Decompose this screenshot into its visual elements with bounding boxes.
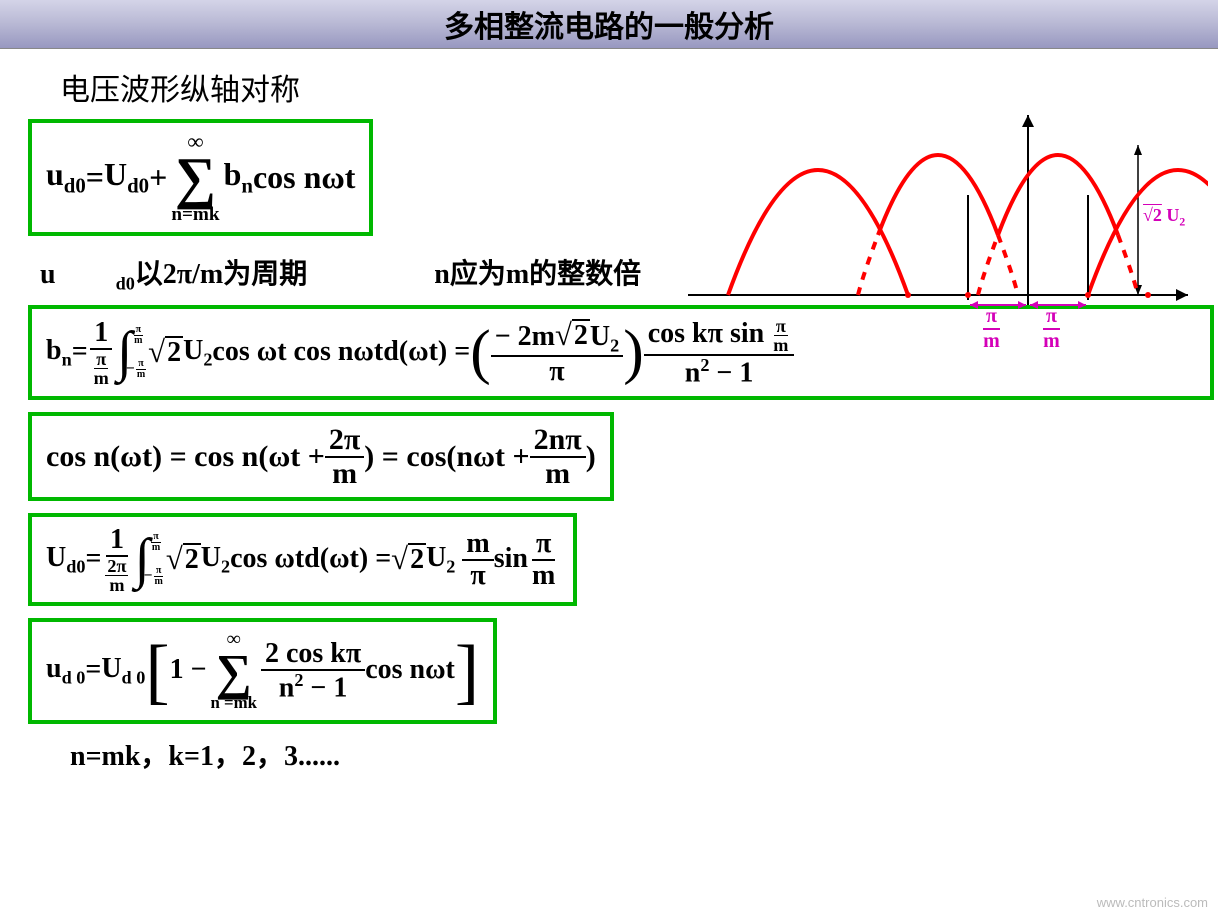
dot-3 bbox=[1085, 292, 1091, 298]
f1-eq: = bbox=[86, 160, 104, 195]
formula-box-5: ud 0 = Ud 0 [ 1 − ∞ ∑ n =mk 2 cos kπ n2 … bbox=[28, 618, 497, 724]
f4-lhs: Ud0 bbox=[46, 543, 85, 577]
f1-tail: cos nωt bbox=[253, 160, 356, 195]
dot-4 bbox=[1145, 292, 1151, 298]
f2-lhs: bn bbox=[46, 336, 72, 370]
f5-eq: = bbox=[85, 655, 101, 686]
waveform-graph: √2 U2 π m π m bbox=[678, 105, 1208, 345]
integral-icon: ∫ πm −πm bbox=[117, 327, 132, 378]
sqrt-icon-3: √2 bbox=[391, 543, 426, 577]
y-arrow-icon bbox=[1022, 115, 1034, 127]
hump-3-dash-r bbox=[1118, 235, 1138, 295]
formula-box-1: ud0 = Ud0 + ∞ ∑ n=mk bn cos nωt bbox=[28, 119, 373, 236]
sqrt-icon: √2 bbox=[148, 336, 183, 370]
f2-pfrac: − 2m√2U2 π bbox=[491, 319, 624, 387]
hump-4 bbox=[1088, 170, 1208, 295]
f1-bn: bn bbox=[224, 157, 253, 198]
f4-eq: = bbox=[85, 544, 101, 575]
hump-3-solid bbox=[998, 155, 1118, 235]
brace-right-arrow2-icon bbox=[1078, 301, 1086, 309]
f2-frac1: 1 πm bbox=[88, 318, 115, 387]
f3-b: ) = cos(nωt + bbox=[364, 440, 529, 473]
f4-frac1: 1 2πm bbox=[101, 525, 132, 594]
lparen-icon: ( bbox=[470, 328, 491, 377]
f4-frac2: mπ bbox=[462, 529, 493, 590]
f1-lhs: ud0 bbox=[46, 157, 86, 198]
f3-frac1: 2πm bbox=[325, 424, 364, 489]
f4-mid: cos ωtd(ωt) = bbox=[230, 544, 391, 575]
sum-icon-2: ∞ ∑ n =mk bbox=[211, 630, 257, 712]
slide-title: 多相整流电路的一般分析 bbox=[0, 0, 1218, 49]
f5-one: 1 − bbox=[170, 655, 207, 686]
amp-arrow-up-icon bbox=[1134, 145, 1142, 155]
lbracket-icon: [ bbox=[145, 644, 169, 699]
amp-label: √2 U2 bbox=[1143, 205, 1185, 229]
f2-mid: cos ωt cos nωtd(ωt) = bbox=[212, 337, 470, 368]
f4-U: U2 bbox=[201, 543, 230, 577]
rbracket-icon: ] bbox=[455, 644, 479, 699]
brace-right-arrow-icon bbox=[1030, 301, 1038, 309]
f1-plus: + bbox=[149, 160, 167, 195]
formula-box-4: Ud0 = 1 2πm ∫ πm −πm √2 U2 cos ωtd(ωt) =… bbox=[28, 513, 577, 606]
sum-icon: ∞ ∑ n=mk bbox=[171, 131, 219, 224]
pi-m-left: π m bbox=[983, 305, 1000, 353]
sqrt-icon-2: √2 bbox=[166, 543, 201, 577]
f4-sin: sin bbox=[494, 544, 528, 575]
f2-U: U2 bbox=[183, 336, 212, 370]
f5-lhs: ud 0 bbox=[46, 654, 85, 688]
pi-m-right: π m bbox=[1043, 305, 1060, 353]
f4-U2: U2 bbox=[426, 543, 455, 577]
subtitle-text: 电压波形纵轴对称 bbox=[60, 65, 1198, 109]
brace-left-arrow2-icon bbox=[1018, 301, 1026, 309]
formula-box-3: cos n(ωt) = cos n(ωt + 2πm ) = cos(nωt +… bbox=[28, 412, 614, 501]
dot-1 bbox=[905, 292, 911, 298]
f4-frac3: πm bbox=[528, 529, 559, 590]
f3-frac2: 2nπm bbox=[530, 424, 586, 489]
hump-2-dash-r bbox=[998, 235, 1018, 295]
footer-note: n=mk，k=1，2，3...... bbox=[70, 734, 1198, 774]
hump-2-dash-l bbox=[858, 235, 878, 295]
note-2: n应为m的整数倍 bbox=[434, 259, 641, 290]
f3-a: cos n(ωt) = cos n(ωt + bbox=[46, 440, 325, 473]
f3-c: ) bbox=[586, 440, 596, 473]
f2-eq: = bbox=[72, 337, 88, 368]
f5-frac: 2 cos kπ n2 − 1 bbox=[261, 639, 365, 702]
hump-2-solid bbox=[878, 155, 998, 235]
x-arrow-icon bbox=[1176, 289, 1188, 301]
note-1: ud0以2π/m为周期 bbox=[40, 259, 367, 290]
hump-3-dash-l bbox=[978, 235, 998, 295]
dot-2 bbox=[965, 292, 971, 298]
brace-left-arrow-icon bbox=[970, 301, 978, 309]
rparen-icon: ) bbox=[623, 328, 644, 377]
f5-tail: cos nωt bbox=[365, 655, 455, 686]
integral-icon-2: ∫ πm −πm bbox=[134, 534, 149, 585]
f5-U: Ud 0 bbox=[101, 654, 145, 688]
watermark-text: www.cntronics.com bbox=[1097, 895, 1208, 910]
slide-content: 电压波形纵轴对称 ud0 = Ud0 + ∞ ∑ n=mk bn cos nωt bbox=[0, 49, 1218, 784]
f1-U: Ud0 bbox=[104, 157, 149, 198]
